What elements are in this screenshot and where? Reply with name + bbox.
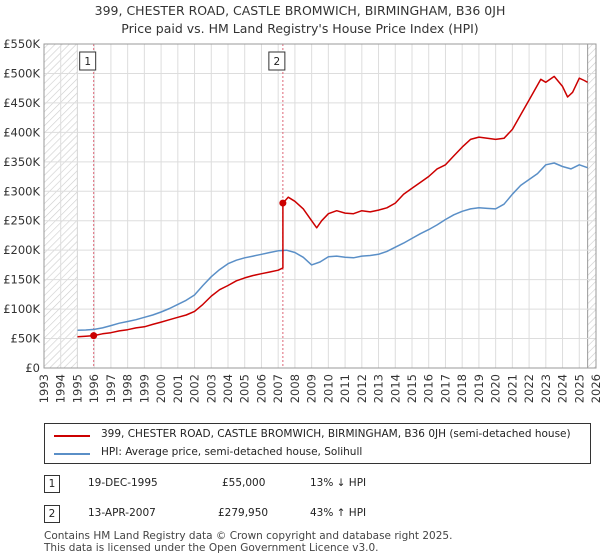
transaction-row: 1 19-DEC-1995 £55,000 13% ↓ HPI xyxy=(44,475,594,495)
x-tick-label: 2018 xyxy=(455,374,469,403)
transaction-price: £55,000 xyxy=(222,477,266,489)
x-tick-label: 1996 xyxy=(87,374,101,403)
x-tick-label: 2022 xyxy=(522,374,536,403)
x-tick-label: 2026 xyxy=(589,374,600,403)
x-tick-label: 2002 xyxy=(188,374,202,403)
chart-title: 399, CHESTER ROAD, CASTLE BROMWICH, BIRM… xyxy=(94,3,506,18)
x-tick-label: 2025 xyxy=(572,374,586,403)
x-tick-label: 2004 xyxy=(221,374,235,403)
x-tick-label: 2015 xyxy=(405,374,419,403)
x-tick-label: 2005 xyxy=(238,374,252,403)
x-tick-label: 2006 xyxy=(254,374,268,403)
legend-property-label: 399, CHESTER ROAD, CASTLE BROMWICH, BIRM… xyxy=(101,428,571,440)
footer-licence: This data is licensed under the Open Gov… xyxy=(44,542,379,554)
transaction-price: £279,950 xyxy=(218,507,269,519)
x-tick-label: 2019 xyxy=(472,374,486,403)
x-tick-label: 2020 xyxy=(489,374,503,403)
x-tick-label: 2000 xyxy=(154,374,168,403)
y-tick-label: £450K xyxy=(3,96,40,110)
x-tick-label: 1993 xyxy=(37,374,51,403)
x-tick-label: 1995 xyxy=(70,374,84,403)
x-tick-label: 2012 xyxy=(355,374,369,403)
sale-label-number: 2 xyxy=(274,56,281,68)
y-tick-label: £500K xyxy=(3,66,40,80)
transaction-row: 2 13-APR-2007 £279,950 43% ↑ HPI xyxy=(44,505,594,525)
x-tick-label: 2016 xyxy=(422,374,436,403)
x-tick-label: 1999 xyxy=(137,374,151,403)
sale-point xyxy=(90,332,98,340)
x-tick-label: 2011 xyxy=(338,374,352,403)
y-tick-label: £150K xyxy=(3,273,40,287)
x-tick-label: 2021 xyxy=(505,374,519,403)
x-tick-label: 2014 xyxy=(388,374,402,403)
transaction-marker-badge: 2 xyxy=(44,505,60,523)
sale-label-box xyxy=(79,51,97,71)
price-chart: 1 2 £0 £50K £100K £150K £200K £250K £300K £350K £… xyxy=(3,37,600,403)
transaction-hpi-diff: 13% ↓ HPI xyxy=(310,477,367,489)
y-tick-label: £100K xyxy=(3,302,40,316)
x-tick-label: 2023 xyxy=(539,374,553,403)
property-price-line xyxy=(77,75,588,338)
sale-label-box xyxy=(268,51,286,71)
legend-item-property: 399, CHESTER ROAD, CASTLE BROMWICH, BIRM… xyxy=(45,427,590,445)
x-tick-label: 1997 xyxy=(104,374,118,403)
x-tick-label: 2013 xyxy=(372,374,386,403)
y-tick-label: £250K xyxy=(3,214,40,228)
transaction-marker-badge: 1 xyxy=(44,475,60,493)
x-tick-label: 1994 xyxy=(54,374,68,403)
footer-copyright: Contains HM Land Registry data © Crown c… xyxy=(44,530,453,542)
y-tick-label: £200K xyxy=(3,243,40,257)
legend: 399, CHESTER ROAD, CASTLE BROMWICH, BIRM… xyxy=(44,423,591,464)
x-tick-label: 1998 xyxy=(121,374,135,403)
sale-label-number: 1 xyxy=(84,56,91,68)
y-tick-label: £50K xyxy=(11,332,41,346)
chart-subtitle: Price paid vs. HM Land Registry's House … xyxy=(121,21,479,36)
y-tick-label: £400K xyxy=(3,125,40,139)
property-line-swatch xyxy=(54,435,90,437)
x-tick-label: 2009 xyxy=(305,374,319,403)
y-tick-label: £300K xyxy=(3,184,40,198)
y-tick-label: £350K xyxy=(3,155,40,169)
x-tick-label: 2017 xyxy=(438,374,452,403)
hpi-line-swatch xyxy=(54,453,90,455)
y-tick-label: £550K xyxy=(3,37,40,51)
y-tick-label: £0 xyxy=(25,361,40,375)
legend-hpi-label: HPI: Average price, semi-detached house,… xyxy=(101,446,363,458)
x-tick-label: 2024 xyxy=(556,374,570,403)
transaction-date: 13-APR-2007 xyxy=(88,507,156,519)
legend-item-hpi: HPI: Average price, semi-detached house,… xyxy=(45,445,590,463)
hpi-line xyxy=(77,162,588,332)
x-tick-label: 2001 xyxy=(171,374,185,403)
x-tick-label: 2003 xyxy=(204,374,218,403)
x-tick-label: 2007 xyxy=(271,374,285,403)
transaction-hpi-diff: 43% ↑ HPI xyxy=(310,507,367,519)
transaction-date: 19-DEC-1995 xyxy=(88,477,158,489)
hatch-region-after xyxy=(587,44,596,368)
sale-point xyxy=(279,199,287,207)
plot-frame xyxy=(43,43,597,369)
x-tick-label: 2008 xyxy=(288,374,302,403)
x-tick-label: 2010 xyxy=(321,374,335,403)
